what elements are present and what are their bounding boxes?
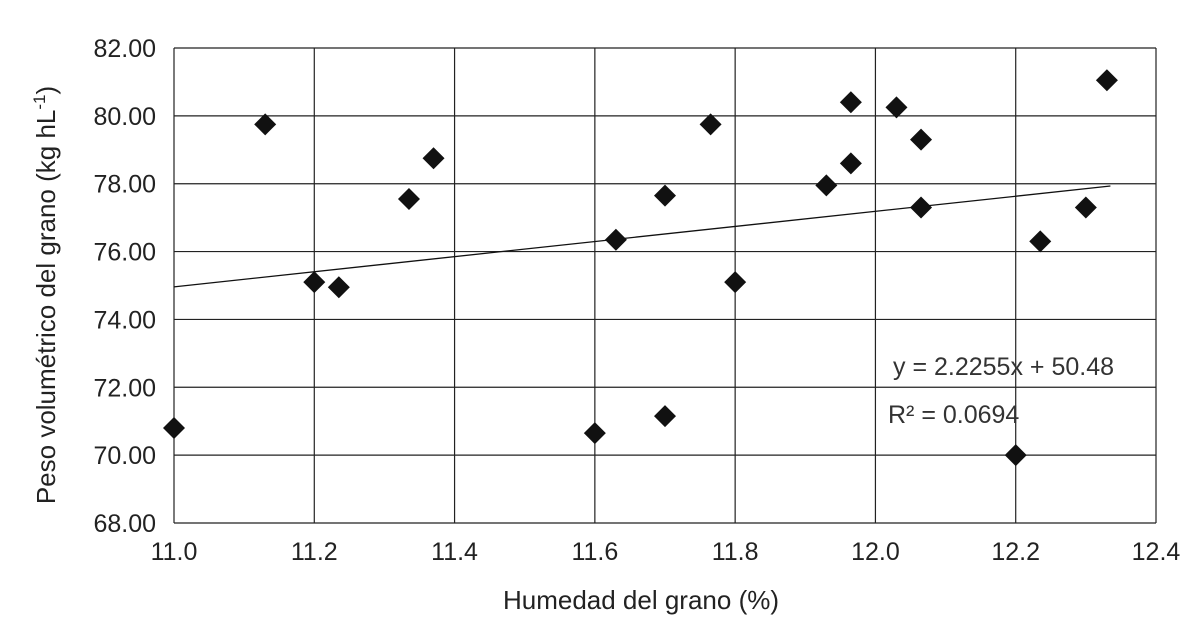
- data-point-diamond: [163, 417, 185, 439]
- y-tick-label: 74.00: [93, 306, 156, 334]
- data-point-diamond: [583, 422, 606, 445]
- y-tick-label: 82.00: [93, 35, 156, 63]
- data-point-diamond: [1074, 196, 1097, 219]
- y-axis-title-main: Peso volumétrico del grano (kg hL: [31, 110, 61, 505]
- trendline: [173, 185, 1111, 288]
- data-point-diamond: [1004, 444, 1027, 467]
- y-tick-labels: 68.00 70.00 72.00 74.00 76.00 78.00 80.00 82.00: [93, 35, 156, 538]
- data-point-diamond: [303, 271, 326, 294]
- x-tick-label: 11.8: [712, 538, 759, 566]
- x-tick-label: 11.2: [291, 538, 338, 566]
- data-point-diamond: [839, 91, 862, 114]
- y-tick-label: 78.00: [93, 171, 156, 199]
- data-point-diamond: [604, 228, 627, 251]
- data-point-diamond: [885, 96, 908, 119]
- data-point-diamond: [699, 113, 722, 136]
- y-axis-title-close: ): [31, 86, 61, 95]
- x-tick-label: 12.4: [1132, 538, 1181, 566]
- data-point-diamond: [910, 128, 933, 151]
- x-tick-label: 12.0: [851, 538, 900, 566]
- x-tick-labels: 11.0 11.2 11.4 11.6 11.8 12.0 12.2 12.4: [151, 538, 1181, 566]
- data-point-diamond: [815, 174, 838, 197]
- y-tick-label: 68.00: [93, 510, 156, 538]
- y-tick-label: 80.00: [93, 103, 156, 131]
- data-points: [163, 69, 1118, 467]
- data-point-diamond: [254, 113, 277, 136]
- data-point-diamond: [397, 187, 420, 210]
- x-axis-title: Humedad del grano (%): [503, 585, 779, 615]
- y-axis-title-superscript: -1: [30, 95, 49, 110]
- x-tick-label: 11.6: [571, 538, 618, 566]
- x-tick-label: 11.4: [431, 538, 478, 566]
- r-squared-label: R² = 0.0694: [888, 401, 1019, 429]
- trendline-layer: [173, 185, 1111, 288]
- data-point-diamond: [724, 271, 747, 294]
- grid: [173, 47, 1157, 524]
- y-tick-label: 72.00: [93, 374, 156, 402]
- y-tick-label: 70.00: [93, 442, 156, 470]
- data-point-diamond: [654, 405, 676, 428]
- y-axis-title: Peso volumétrico del grano (kg hL-1): [30, 86, 61, 504]
- data-point-diamond: [327, 276, 350, 299]
- data-point-diamond: [1029, 230, 1052, 253]
- data-point-diamond: [839, 152, 862, 175]
- x-tick-label: 11.0: [151, 538, 198, 566]
- y-tick-label: 76.00: [93, 239, 156, 267]
- x-tick-label: 12.2: [991, 538, 1040, 566]
- data-point-diamond: [422, 147, 445, 170]
- data-point-diamond: [910, 196, 933, 219]
- data-point-diamond: [654, 184, 676, 207]
- data-point-diamond: [1095, 69, 1118, 92]
- trend-equation: y = 2.2255x + 50.48: [893, 353, 1114, 381]
